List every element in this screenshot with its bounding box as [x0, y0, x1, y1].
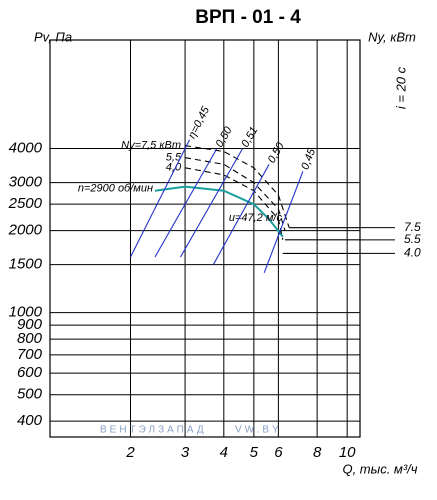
y-tick-label: 700 — [17, 346, 43, 363]
series-line — [263, 171, 304, 273]
series-label: 0,45 — [299, 146, 318, 171]
series-label: Ny=7,5 кВт — [121, 139, 181, 151]
y-tick-label: 500 — [17, 386, 43, 403]
series-label: 7.5 — [404, 220, 421, 234]
series-line — [154, 185, 284, 238]
x-tick-label: 6 — [274, 444, 283, 461]
y-tick-label: 4000 — [9, 139, 43, 156]
y-tick-label: 800 — [17, 330, 43, 347]
y-axis-label: Pv, Па — [34, 29, 72, 44]
series-line — [130, 139, 190, 258]
x-axis-label: Q, тыс. м³/ч — [342, 461, 417, 476]
x-tick-label: 5 — [250, 444, 259, 461]
series-label: u=47,2 м/с — [229, 212, 283, 224]
series-label: 5,5 — [166, 152, 182, 164]
series-line — [212, 164, 270, 265]
series-line — [180, 148, 244, 258]
series-line — [185, 145, 290, 228]
series-line — [185, 157, 286, 231]
y-tick-label: 3000 — [9, 174, 43, 191]
y-tick-label: 900 — [17, 316, 43, 333]
series-label: η=0,45 — [186, 104, 212, 140]
y-tick-label: 400 — [17, 412, 43, 429]
y2-axis-label: Ny, кВт — [368, 29, 416, 44]
watermark: ВЕНТЭЛЗАПАД — [100, 425, 207, 436]
series-label: 4,0 — [166, 162, 182, 174]
x-tick-label: 2 — [125, 444, 135, 461]
series-label: 4.0 — [404, 246, 421, 260]
y-tick-label: 2000 — [8, 222, 43, 239]
y-tick-label: 1500 — [9, 256, 43, 273]
x-tick-label: 4 — [220, 444, 228, 461]
side-label: i = 20 с — [393, 66, 408, 109]
y-tick-label: 1000 — [9, 304, 43, 321]
annotation: n=2900 об/мин — [78, 183, 153, 195]
chart-title: ВРП - 01 - 4 — [195, 7, 301, 28]
y-tick-label: 600 — [17, 364, 43, 381]
series-label: 0,50 — [266, 140, 287, 165]
plot-frame — [49, 39, 361, 438]
x-tick-label: 8 — [313, 444, 322, 461]
y-tick-label: 2500 — [8, 195, 43, 212]
series-label: 0,50 — [214, 124, 235, 149]
series-line — [154, 148, 218, 258]
watermark: VW.BY — [235, 425, 282, 436]
x-tick-label: 10 — [339, 444, 356, 461]
series-label: 5.5 — [404, 232, 421, 246]
series-label: 0,51 — [239, 125, 260, 150]
x-tick-label: 3 — [181, 444, 190, 461]
